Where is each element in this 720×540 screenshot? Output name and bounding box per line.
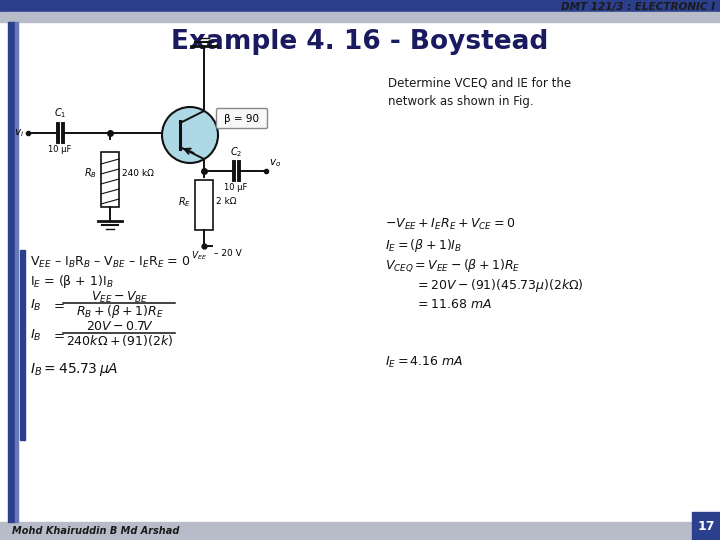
Text: $v_i$: $v_i$ bbox=[14, 127, 24, 139]
Text: $I_B$: $I_B$ bbox=[30, 327, 42, 342]
Text: 240 kΩ: 240 kΩ bbox=[122, 168, 154, 178]
Text: $V_{CEQ} = V_{EE} - (\beta+1)R_E$: $V_{CEQ} = V_{EE} - (\beta+1)R_E$ bbox=[385, 258, 521, 274]
Text: Mohd Khairuddin B Md Arshad: Mohd Khairuddin B Md Arshad bbox=[12, 526, 179, 536]
Text: $C_1$: $C_1$ bbox=[54, 106, 66, 120]
Bar bbox=[15, 22, 18, 522]
Bar bbox=[101, 152, 119, 207]
Text: 10 μF: 10 μF bbox=[225, 183, 248, 192]
Text: $-V_{EE} + I_E R_E + V_{CE} = 0$: $-V_{EE} + I_E R_E + V_{CE} = 0$ bbox=[385, 217, 516, 232]
FancyBboxPatch shape bbox=[217, 109, 268, 129]
Text: 17: 17 bbox=[697, 519, 715, 532]
Text: Determine VCEQ and IE for the
network as shown in Fig.: Determine VCEQ and IE for the network as… bbox=[388, 77, 571, 108]
Bar bbox=[20, 250, 25, 440]
Bar bbox=[195, 180, 213, 230]
Text: $20V - 0.7V$: $20V - 0.7V$ bbox=[86, 321, 154, 334]
Bar bbox=[0, 12, 720, 22]
Text: $=$: $=$ bbox=[51, 328, 66, 341]
Text: Example 4. 16 - Boystead: Example 4. 16 - Boystead bbox=[171, 29, 549, 55]
Text: V$_{EE}$ – I$_B$R$_B$ – V$_{BE}$ – I$_E$R$_E$ = 0: V$_{EE}$ – I$_B$R$_B$ – V$_{BE}$ – I$_E$… bbox=[30, 254, 191, 269]
Text: $R_B + (\beta + 1)R_E$: $R_B + (\beta + 1)R_E$ bbox=[76, 302, 164, 320]
Text: 2 kΩ: 2 kΩ bbox=[216, 198, 236, 206]
Text: $R_B$: $R_B$ bbox=[84, 166, 97, 180]
Text: 10 μF: 10 μF bbox=[48, 145, 72, 154]
Text: $I_B$: $I_B$ bbox=[30, 298, 42, 313]
Text: $R_E$: $R_E$ bbox=[178, 195, 191, 209]
Text: $=$: $=$ bbox=[51, 299, 66, 312]
Text: $v_o$: $v_o$ bbox=[269, 157, 282, 169]
Text: β = 90: β = 90 bbox=[225, 113, 259, 124]
Text: $I_E = 4.16\ mA$: $I_E = 4.16\ mA$ bbox=[385, 354, 464, 369]
Text: DMT 121/3 : ELECTRONIC I: DMT 121/3 : ELECTRONIC I bbox=[561, 2, 715, 12]
Circle shape bbox=[162, 107, 218, 163]
Bar bbox=[8, 22, 15, 522]
Bar bbox=[0, 522, 720, 540]
Text: $V_{EE} - V_{BE}$: $V_{EE} - V_{BE}$ bbox=[91, 289, 149, 305]
Text: – 20 V: – 20 V bbox=[214, 249, 242, 258]
Text: $C_2$: $C_2$ bbox=[230, 145, 242, 159]
Text: $= 11.68\ mA$: $= 11.68\ mA$ bbox=[415, 298, 492, 310]
Text: $V_{EE}$: $V_{EE}$ bbox=[191, 249, 207, 261]
Text: $I_E = (\beta + 1)I_B$: $I_E = (\beta + 1)I_B$ bbox=[385, 237, 462, 253]
Text: $= 20V - (91)(45.73\mu)(2k\Omega)$: $= 20V - (91)(45.73\mu)(2k\Omega)$ bbox=[415, 276, 584, 294]
Text: $I_B = 45.73\,\mu A$: $I_B = 45.73\,\mu A$ bbox=[30, 361, 118, 379]
Text: $240k\Omega + (91)(2k)$: $240k\Omega + (91)(2k)$ bbox=[66, 334, 174, 348]
Text: I$_E$ = (β + 1)I$_B$: I$_E$ = (β + 1)I$_B$ bbox=[30, 273, 114, 291]
Bar bbox=[692, 512, 720, 540]
Bar bbox=[0, 0, 720, 12]
